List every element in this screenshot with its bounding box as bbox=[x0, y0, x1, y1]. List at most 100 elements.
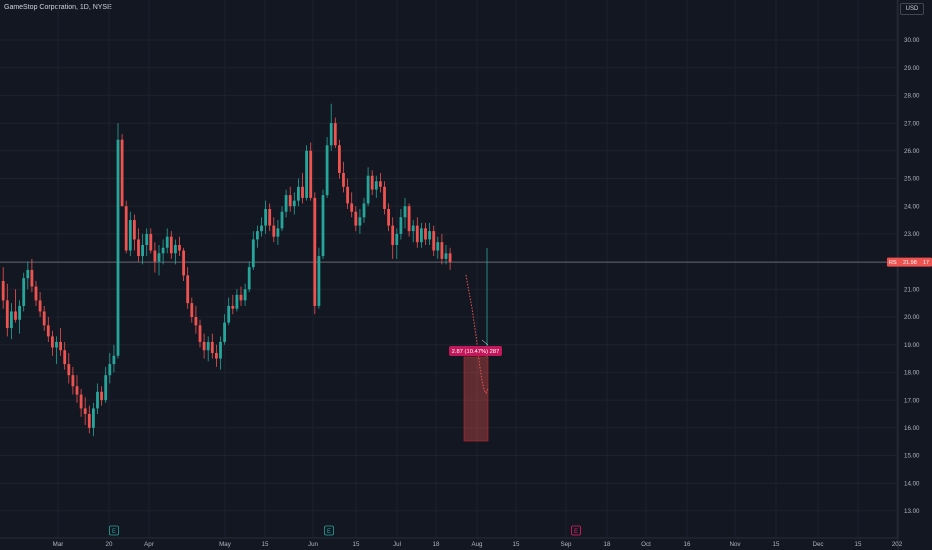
candle-body bbox=[67, 364, 71, 376]
candle-body bbox=[206, 341, 210, 351]
candle-body bbox=[104, 375, 108, 401]
measure-label: 2.87 (10.47%) 287 bbox=[452, 349, 500, 355]
candle-body bbox=[30, 269, 34, 287]
candle-body bbox=[317, 256, 321, 306]
price-tick-label: 18.00 bbox=[904, 370, 920, 377]
candle-body bbox=[411, 225, 415, 232]
last-price-label-value: 21.98 bbox=[903, 260, 917, 266]
candle-body bbox=[297, 186, 300, 201]
grid-lines bbox=[0, 0, 899, 550]
candle-body bbox=[108, 364, 112, 376]
candle-body bbox=[280, 211, 284, 229]
candle-body bbox=[395, 233, 399, 245]
time-tick-label: 15 bbox=[513, 541, 520, 548]
candle-body bbox=[153, 250, 157, 262]
candle-body bbox=[51, 336, 54, 348]
candle-body bbox=[133, 220, 136, 240]
time-tick-label: 18 bbox=[433, 541, 440, 548]
time-tick-label: 20 bbox=[106, 541, 113, 548]
candle-body bbox=[112, 355, 116, 365]
candle-body bbox=[346, 186, 349, 204]
candle-body bbox=[79, 394, 83, 409]
candle-body bbox=[272, 225, 276, 237]
candle-body bbox=[223, 322, 226, 342]
candle-body bbox=[247, 267, 251, 290]
candle-body bbox=[444, 253, 448, 259]
candle-body bbox=[354, 211, 358, 226]
candle-body bbox=[284, 195, 288, 212]
currency-button[interactable]: USD bbox=[900, 3, 924, 15]
earnings-marker bbox=[571, 525, 581, 536]
time-tick-label: Nov bbox=[729, 541, 741, 548]
candle-body bbox=[227, 305, 231, 323]
time-tick-label: Apr bbox=[144, 541, 154, 548]
candle-body bbox=[92, 408, 95, 428]
candle-body bbox=[448, 253, 452, 263]
time-tick-label: 15 bbox=[262, 541, 269, 548]
candle-body bbox=[379, 181, 382, 187]
candle-body bbox=[96, 391, 99, 409]
candle-body bbox=[75, 386, 79, 395]
candle-body bbox=[149, 233, 153, 251]
candle-body bbox=[182, 250, 185, 276]
candle-body bbox=[174, 244, 177, 254]
candle-body bbox=[194, 317, 198, 326]
candle-body bbox=[256, 231, 259, 240]
time-tick-label: May bbox=[219, 541, 232, 548]
candle-body bbox=[186, 275, 190, 304]
candle-body bbox=[370, 175, 374, 190]
price-tick-label: 23.00 bbox=[904, 231, 920, 238]
candle-body bbox=[145, 233, 149, 245]
candle-body bbox=[407, 206, 411, 232]
candle-body bbox=[333, 123, 337, 146]
candle-body bbox=[440, 242, 444, 259]
time-tick-label: Sep bbox=[560, 541, 572, 548]
time-tick-label: 16 bbox=[684, 541, 691, 548]
candle-body bbox=[46, 325, 50, 337]
candle-body bbox=[219, 341, 222, 359]
measure-range-box bbox=[463, 356, 489, 442]
last-price-label-bg bbox=[887, 257, 932, 267]
candle-body bbox=[362, 203, 366, 218]
candle-body bbox=[161, 247, 165, 254]
time-tick-label: 202 bbox=[892, 541, 903, 548]
candle-body bbox=[292, 200, 296, 207]
earnings-marker-label: E bbox=[327, 529, 331, 535]
candle-body bbox=[63, 350, 67, 365]
price-tick-label: 16.00 bbox=[904, 425, 920, 432]
earnings-marker bbox=[109, 525, 119, 536]
measure-tool: 2.87 (10.47%) 287 bbox=[449, 248, 502, 442]
time-tick-label: Oct bbox=[641, 541, 651, 548]
price-tick-label: 28.00 bbox=[904, 93, 920, 100]
candle-body bbox=[260, 225, 263, 232]
candle-body bbox=[309, 150, 313, 198]
candle-body bbox=[26, 269, 30, 279]
earnings-marker-label: E bbox=[574, 529, 578, 535]
candle-body bbox=[399, 217, 403, 234]
candle-body bbox=[374, 181, 378, 190]
candle-body bbox=[235, 294, 239, 309]
price-tick-label: 13.00 bbox=[904, 508, 920, 515]
candle-body bbox=[55, 341, 58, 348]
candle-body bbox=[251, 239, 255, 268]
candle-body bbox=[321, 195, 325, 257]
candle-body bbox=[424, 228, 427, 240]
time-tick-label: Jun bbox=[308, 541, 319, 548]
last-price-label-left: RS bbox=[889, 260, 897, 266]
candle-body bbox=[268, 208, 272, 226]
price-axis: 30.00 29.00 28.00 27.00 26.00 25.00 24.00 23.00… bbox=[887, 37, 932, 515]
candle-body bbox=[14, 311, 17, 320]
candle-body bbox=[178, 244, 181, 251]
candle-body bbox=[10, 311, 13, 329]
candle-body bbox=[137, 239, 140, 257]
candle-body bbox=[165, 236, 169, 248]
candle-body bbox=[383, 186, 386, 209]
candle-body bbox=[120, 139, 124, 207]
candle-body bbox=[22, 278, 26, 306]
price-tick-label: 14.00 bbox=[904, 480, 920, 487]
candle-body bbox=[264, 208, 267, 226]
candle-body bbox=[100, 391, 103, 401]
candle-body bbox=[391, 225, 395, 245]
